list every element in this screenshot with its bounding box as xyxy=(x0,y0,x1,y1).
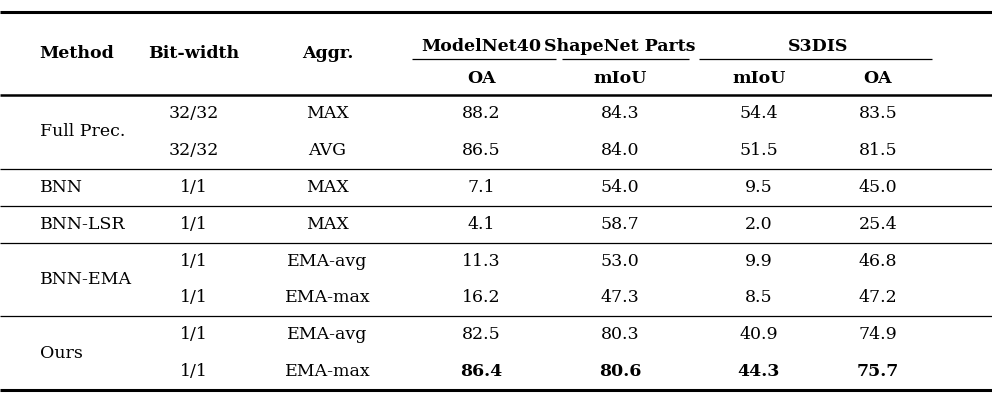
Text: Bit-width: Bit-width xyxy=(148,45,239,62)
Text: 84.3: 84.3 xyxy=(601,105,639,122)
Text: 54.0: 54.0 xyxy=(601,179,639,196)
Text: 11.3: 11.3 xyxy=(462,252,500,269)
Text: 82.5: 82.5 xyxy=(461,326,501,343)
Text: 40.9: 40.9 xyxy=(740,326,778,343)
Text: 75.7: 75.7 xyxy=(857,363,899,380)
Text: 58.7: 58.7 xyxy=(600,216,640,233)
Text: 9.5: 9.5 xyxy=(745,179,773,196)
Text: 86.5: 86.5 xyxy=(462,142,500,159)
Text: BNN-EMA: BNN-EMA xyxy=(40,271,132,288)
Text: 54.4: 54.4 xyxy=(740,105,778,122)
Text: AVG: AVG xyxy=(309,142,346,159)
Text: 51.5: 51.5 xyxy=(739,142,779,159)
Text: 25.4: 25.4 xyxy=(858,216,898,233)
Text: Method: Method xyxy=(40,45,114,62)
Text: 74.9: 74.9 xyxy=(858,326,898,343)
Text: 86.4: 86.4 xyxy=(460,363,502,380)
Text: 88.2: 88.2 xyxy=(462,105,500,122)
Text: 2.0: 2.0 xyxy=(745,216,773,233)
Text: 16.2: 16.2 xyxy=(462,289,500,306)
Text: S3DIS: S3DIS xyxy=(789,38,848,55)
Text: OA: OA xyxy=(467,70,495,87)
Text: 45.0: 45.0 xyxy=(859,179,897,196)
Text: BNN-LSR: BNN-LSR xyxy=(40,216,125,233)
Text: 1/1: 1/1 xyxy=(180,252,207,269)
Text: 7.1: 7.1 xyxy=(467,179,495,196)
Text: ShapeNet Parts: ShapeNet Parts xyxy=(545,38,695,55)
Text: 47.3: 47.3 xyxy=(600,289,640,306)
Text: 83.5: 83.5 xyxy=(858,105,898,122)
Text: EMA-max: EMA-max xyxy=(285,363,370,380)
Text: 46.8: 46.8 xyxy=(859,252,897,269)
Text: 1/1: 1/1 xyxy=(180,216,207,233)
Text: Aggr.: Aggr. xyxy=(302,45,353,62)
Text: OA: OA xyxy=(864,70,892,87)
Text: MAX: MAX xyxy=(306,105,349,122)
Text: 9.9: 9.9 xyxy=(745,252,773,269)
Text: ModelNet40: ModelNet40 xyxy=(421,38,542,55)
Text: EMA-avg: EMA-avg xyxy=(287,326,368,343)
Text: 44.3: 44.3 xyxy=(738,363,780,380)
Text: 1/1: 1/1 xyxy=(180,363,207,380)
Text: Ours: Ours xyxy=(40,345,82,362)
Text: 47.2: 47.2 xyxy=(858,289,898,306)
Text: 81.5: 81.5 xyxy=(859,142,897,159)
Text: 53.0: 53.0 xyxy=(600,252,640,269)
Text: 80.6: 80.6 xyxy=(599,363,641,380)
Text: mIoU: mIoU xyxy=(593,70,647,87)
Text: BNN: BNN xyxy=(40,179,82,196)
Text: MAX: MAX xyxy=(306,179,349,196)
Text: 84.0: 84.0 xyxy=(601,142,639,159)
Text: mIoU: mIoU xyxy=(732,70,786,87)
Text: EMA-avg: EMA-avg xyxy=(287,252,368,269)
Text: 80.3: 80.3 xyxy=(601,326,639,343)
Text: 1/1: 1/1 xyxy=(180,326,207,343)
Text: EMA-max: EMA-max xyxy=(285,289,370,306)
Text: 4.1: 4.1 xyxy=(467,216,495,233)
Text: 1/1: 1/1 xyxy=(180,289,207,306)
Text: 8.5: 8.5 xyxy=(745,289,773,306)
Text: MAX: MAX xyxy=(306,216,349,233)
Text: Full Prec.: Full Prec. xyxy=(40,123,125,140)
Text: 1/1: 1/1 xyxy=(180,179,207,196)
Text: 32/32: 32/32 xyxy=(169,142,218,159)
Text: 32/32: 32/32 xyxy=(169,105,218,122)
